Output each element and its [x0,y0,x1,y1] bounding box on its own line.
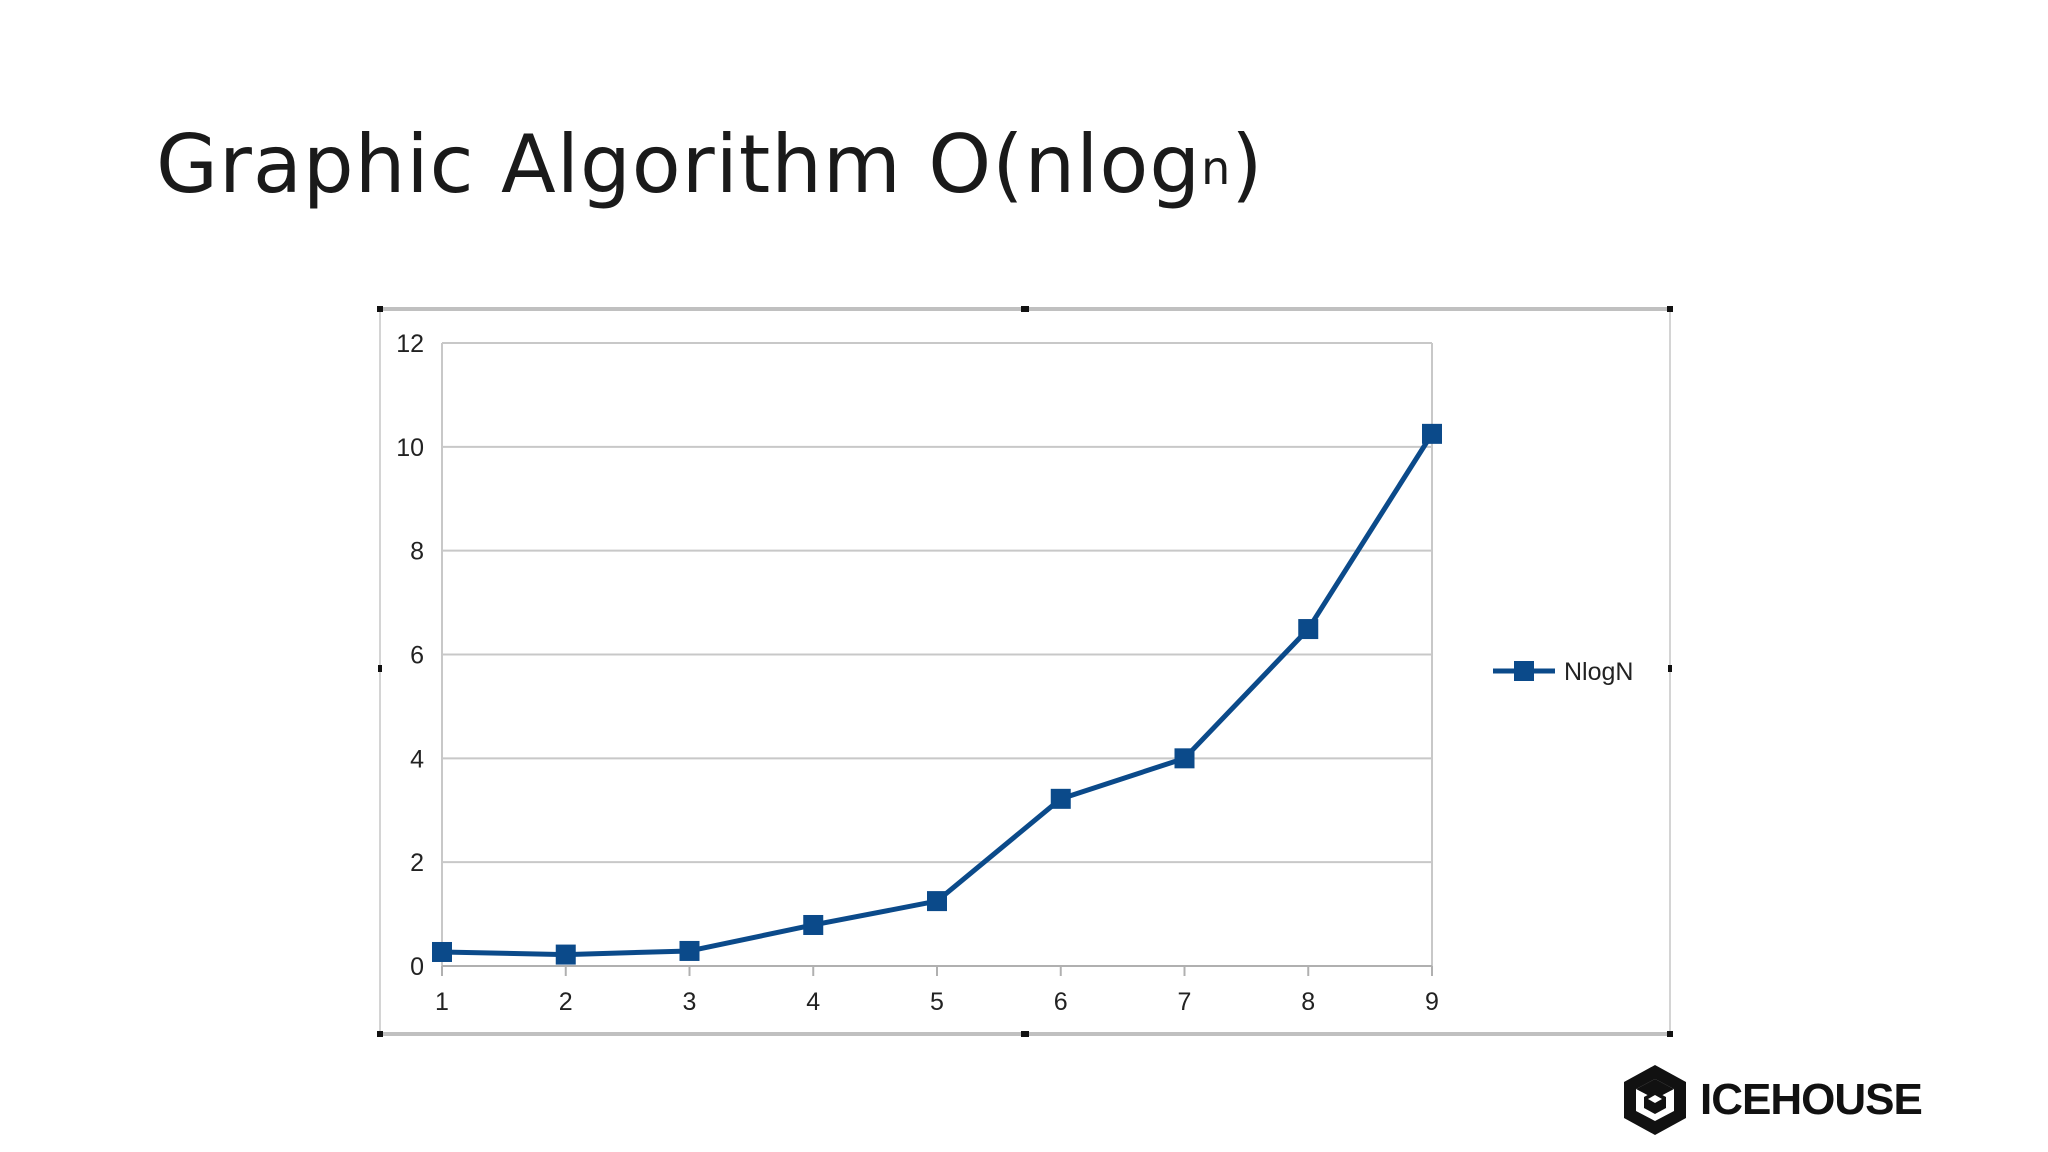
data-point-marker [1174,748,1195,769]
logo-text: ICEHOUSE [1700,1075,1923,1124]
x-tick-label: 2 [559,988,573,1016]
x-tick-label: 5 [930,988,944,1016]
x-tick-label: 9 [1425,988,1439,1016]
series-line [441,432,1435,958]
x-tick-label: 3 [683,988,697,1016]
slide-title: Graphic Algorithm O(nlogn) [156,118,1263,211]
y-tick-label: 0 [410,953,424,981]
data-point-marker [1422,423,1442,444]
y-tick-label: 10 [396,434,424,462]
x-tick-label: 7 [1178,988,1192,1016]
data-point-marker [555,944,576,965]
chart-series [432,423,1442,965]
legend-label: NlogN [1564,658,1633,686]
x-tick-label: 1 [435,988,449,1016]
data-point-marker [432,941,452,962]
data-point-marker [1298,619,1319,640]
y-tick-label: 6 [410,642,424,670]
x-tick-label: 8 [1301,988,1315,1016]
data-point-marker [1050,788,1071,809]
data-point-marker [803,914,824,935]
x-axis-ticks: 1 2 3 4 5 6 7 8 9 [435,966,1439,1016]
data-point-marker [679,940,700,961]
icehouse-logo: ICEHOUSE [1620,1062,1923,1138]
y-tick-label: 12 [396,330,424,358]
data-point-marker [927,891,947,912]
y-tick-label: 8 [410,538,424,566]
slide-title-close: ) [1231,118,1264,211]
slide-title-text: Graphic Algorithm O(nlog [156,118,1202,211]
y-tick-label: 2 [410,849,424,877]
x-tick-label: 6 [1054,988,1068,1016]
x-tick-label: 4 [806,988,820,1016]
slide-title-superscript: n [1201,141,1232,195]
chart-legend: NlogN [1493,658,1633,686]
legend-marker [1514,661,1534,681]
hexagon-logo-icon [1624,1065,1686,1135]
y-tick-label: 4 [410,745,424,773]
chart-frame-border [377,306,1673,1037]
y-axis-ticks: 0 2 4 6 8 10 12 [396,330,424,981]
